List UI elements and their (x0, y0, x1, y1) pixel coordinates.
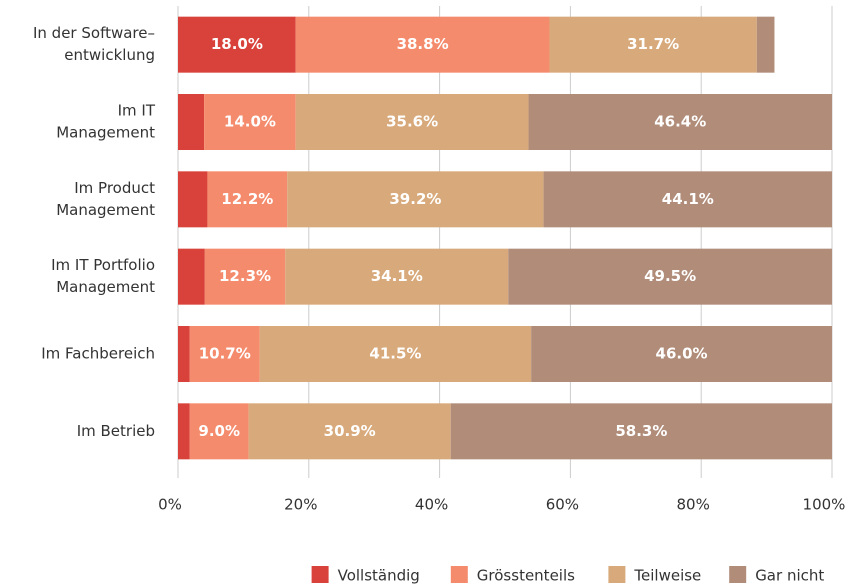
data-label: 31.7% (627, 35, 679, 53)
legend-label: Grösstenteils (477, 567, 575, 585)
bar-segment (259, 326, 532, 382)
legend-label: Vollständig (338, 567, 420, 585)
bar-segment (285, 248, 509, 305)
y-tick-label: Management (56, 124, 155, 142)
data-label: 35.6% (386, 113, 438, 131)
x-tick-label: 20% (284, 496, 317, 514)
bar-segment (204, 248, 286, 305)
bar-segment (189, 326, 260, 382)
legend-label: Teilweise (633, 567, 701, 585)
data-label: 41.5% (369, 345, 421, 363)
bar-segment (178, 326, 190, 382)
x-tick-label: 0% (158, 496, 182, 514)
y-tick-label: Management (56, 278, 155, 296)
data-label: 46.4% (654, 113, 706, 131)
bar-segment (295, 16, 550, 73)
data-label: 58.3% (615, 422, 667, 440)
bar-segment (295, 94, 529, 150)
data-label: 38.8% (397, 35, 449, 53)
data-label: 18.0% (211, 35, 263, 53)
bar-segment (450, 403, 832, 460)
data-label: 10.7% (199, 345, 251, 363)
bar-segment (508, 248, 832, 305)
data-label: 12.2% (221, 190, 273, 208)
bar-segment (207, 171, 288, 228)
data-label: 12.3% (219, 267, 271, 285)
data-label: 14.0% (224, 113, 276, 131)
data-label: 49.5% (644, 267, 696, 285)
x-tick-label: 80% (677, 496, 710, 514)
bar-segment (756, 16, 775, 73)
data-label: 9.0% (198, 422, 240, 440)
bar-segment (248, 403, 451, 460)
data-label: 39.2% (389, 190, 441, 208)
y-tick-label: Im IT (118, 102, 156, 120)
data-label: 30.9% (324, 422, 376, 440)
bar-segment (178, 16, 296, 73)
y-tick-label: Im Product (74, 179, 155, 197)
x-tick-label: 100% (803, 496, 846, 514)
y-tick-label: Im Fachbereich (41, 345, 155, 363)
legend-swatch (311, 566, 329, 583)
bar-segment (178, 171, 208, 228)
x-tick-label: 40% (415, 496, 448, 514)
data-label: 44.1% (662, 190, 714, 208)
legend-swatch (450, 566, 468, 583)
bar-segment (178, 94, 205, 150)
data-label: 46.0% (656, 345, 708, 363)
y-tick-label: In der Software– (33, 24, 155, 42)
bar-segment (531, 326, 832, 382)
data-label: 34.1% (371, 267, 423, 285)
y-tick-label: Management (56, 201, 155, 219)
bar-segment (287, 171, 544, 228)
bar-segment (178, 403, 190, 460)
bar-segment (178, 248, 205, 305)
bar-segment (528, 94, 832, 150)
legend-label: Gar nicht (755, 567, 824, 585)
legend-swatch (729, 566, 747, 583)
bar-segment (189, 403, 249, 460)
x-tick-label: 60% (546, 496, 579, 514)
y-tick-label: Im Betrieb (77, 422, 155, 440)
bar-segment (204, 94, 296, 150)
y-tick-label: Im IT Portfolio (51, 256, 155, 274)
legend-swatch (608, 566, 626, 583)
bar-segment (543, 171, 832, 228)
y-tick-label: entwicklung (64, 46, 155, 64)
bar-segment (549, 16, 757, 73)
